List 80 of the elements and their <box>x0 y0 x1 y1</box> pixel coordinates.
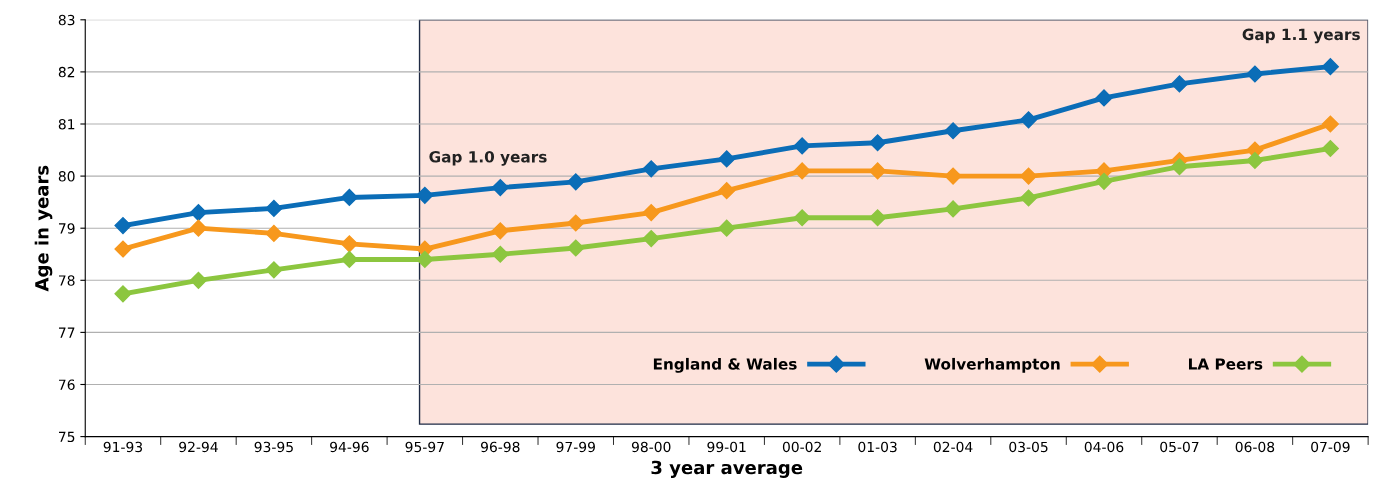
point <box>1246 65 1264 83</box>
point <box>491 222 509 240</box>
x-tick-label: 07-09 <box>1311 441 1350 453</box>
point <box>1321 58 1339 76</box>
x-tick-label: 03-05 <box>1009 441 1048 453</box>
point <box>793 209 811 227</box>
x-tick-label: 01-03 <box>858 441 897 453</box>
annotation: Gap 1.1 years <box>1242 28 1360 44</box>
x-tick-label: 99-01 <box>707 441 746 453</box>
point <box>718 219 736 237</box>
point <box>1095 89 1113 107</box>
point <box>642 160 660 178</box>
point <box>567 239 585 257</box>
point <box>416 186 434 204</box>
x-tick-label: 06-08 <box>1235 441 1275 453</box>
x-tick-label: 93-95 <box>254 441 293 453</box>
point <box>944 167 962 185</box>
point <box>340 235 358 253</box>
point <box>265 224 283 242</box>
x-tick-label: 97-99 <box>556 441 595 453</box>
x-tick-label: 91-93 <box>103 441 143 453</box>
y-tick-label: 75 <box>58 431 75 443</box>
point <box>718 182 736 200</box>
point <box>718 150 736 168</box>
y-tick-label: 80 <box>58 171 75 182</box>
x-tick-label: 96-98 <box>480 441 520 453</box>
point <box>793 162 811 180</box>
y-tick-label: 77 <box>58 327 75 338</box>
point <box>1019 189 1038 207</box>
y-tick-label: 76 <box>58 379 75 390</box>
y-tick-label: 79 <box>58 223 75 234</box>
point <box>114 240 132 258</box>
x-axis-title: 3 year average <box>651 460 803 478</box>
point <box>340 250 358 269</box>
point <box>416 250 434 269</box>
legend-label: England & Wales <box>653 357 797 373</box>
x-tick-label: 94-96 <box>330 441 369 453</box>
annotation: Gap 1.0 years <box>429 151 547 166</box>
point <box>642 230 660 248</box>
point <box>491 179 509 197</box>
y-tick-label: 78 <box>58 275 75 286</box>
x-tick-label: 02-04 <box>933 441 973 453</box>
point <box>265 199 283 217</box>
x-tick-label: 05-07 <box>1160 441 1199 453</box>
point <box>1321 139 1339 158</box>
x-tick-label: 00-02 <box>782 441 821 453</box>
point <box>189 271 207 289</box>
y-tick-label: 82 <box>58 66 75 78</box>
point <box>642 204 660 222</box>
point <box>340 188 358 207</box>
y-axis-title: Age in years <box>34 165 53 292</box>
point <box>1246 151 1264 170</box>
point <box>567 173 585 191</box>
point <box>944 122 962 140</box>
point <box>1019 111 1038 129</box>
y-tick-label: 83 <box>58 14 75 26</box>
point <box>1095 172 1113 190</box>
point <box>265 261 283 279</box>
y-tick-label: 81 <box>58 118 75 130</box>
point <box>1321 115 1339 133</box>
point <box>869 209 887 227</box>
x-tick-label: 98-00 <box>631 441 671 453</box>
x-tick-label: 92-94 <box>179 441 218 453</box>
point <box>1170 75 1189 93</box>
point <box>869 134 887 152</box>
point <box>114 217 132 235</box>
point <box>189 204 207 222</box>
point <box>567 214 585 232</box>
point <box>114 285 132 303</box>
point <box>793 137 811 155</box>
point <box>869 162 887 180</box>
x-tick-label: 04-06 <box>1084 441 1124 453</box>
point <box>491 245 509 263</box>
legend-label: Wolverhampton <box>924 357 1060 373</box>
point <box>1019 167 1038 185</box>
point <box>189 219 207 237</box>
point <box>1170 158 1189 176</box>
legend-label: LA Peers <box>1189 358 1263 370</box>
x-tick-label: 95-97 <box>405 441 444 453</box>
point <box>944 200 962 218</box>
